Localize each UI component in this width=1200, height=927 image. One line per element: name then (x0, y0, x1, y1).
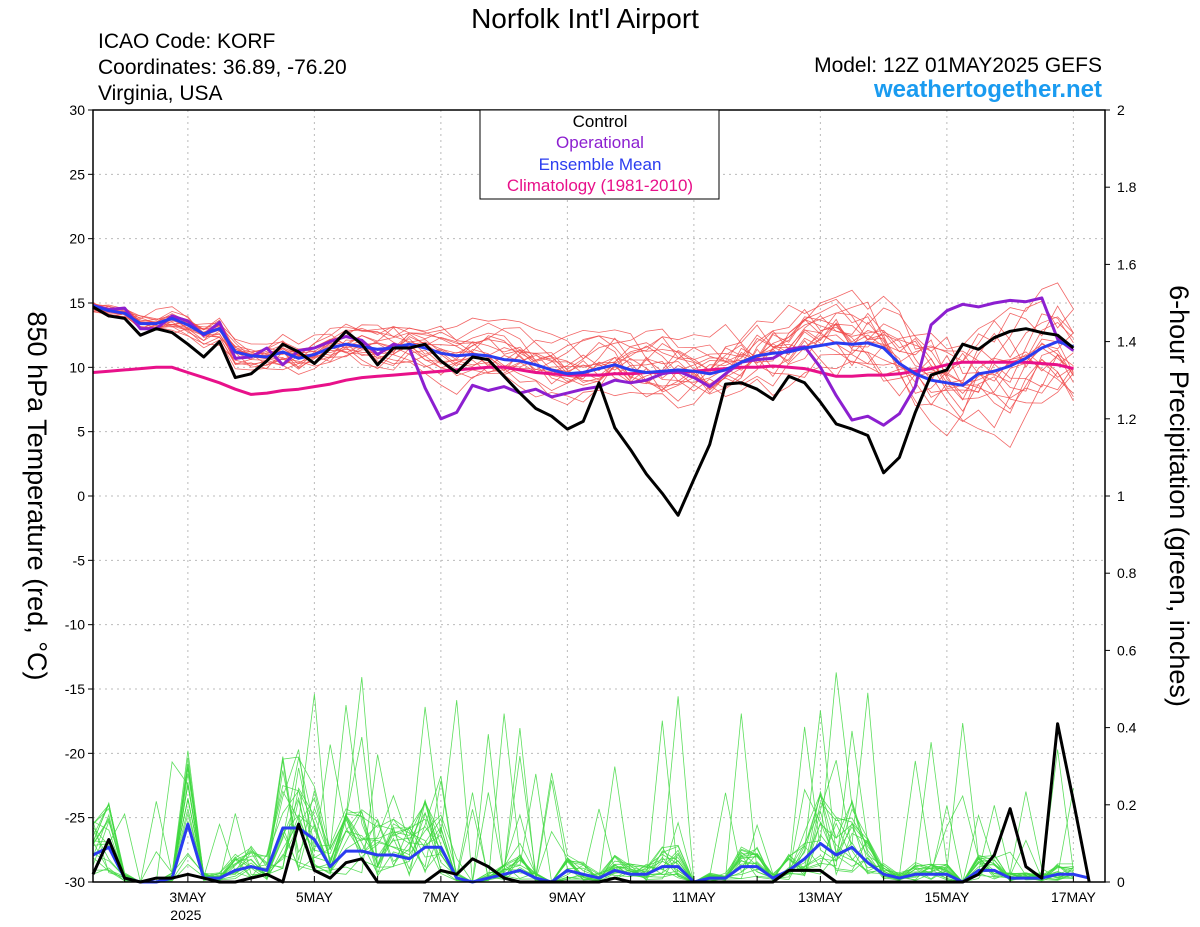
ensemble-mean-temperature-line (92, 304, 1074, 387)
site-link[interactable]: weathertogether.net (873, 76, 1102, 103)
legend-climatology: Climatology (1981-2010) (507, 176, 693, 195)
legend-control: Control (573, 112, 628, 131)
precip-member-line (92, 700, 1074, 883)
x-tick-label: 5MAY (296, 889, 334, 905)
right-tick-label: 1.2 (1117, 411, 1137, 427)
y-axis-right-label: 6-hour Precipitation (green, inches) (1164, 285, 1194, 707)
left-tick-label: -5 (73, 552, 86, 568)
x-tick-label: 9MAY (549, 889, 587, 905)
region: Virginia, USA (98, 82, 223, 105)
x-tick-year: 2025 (170, 907, 201, 923)
y-axis-left-label: 850 hPa Temperature (red, °C) (22, 312, 52, 681)
right-tick-label: 1.8 (1117, 179, 1137, 195)
right-tick-label: 0.2 (1117, 797, 1137, 813)
left-tick-label: 25 (69, 166, 85, 182)
left-tick-label: 30 (69, 102, 85, 118)
axes: 302520151050-5-10-15-20-25-3021.81.61.41… (65, 102, 1137, 923)
left-tick-label: 10 (69, 359, 85, 375)
x-tick-label: 3MAY (169, 889, 207, 905)
left-tick-label: -15 (65, 681, 85, 697)
right-tick-label: 1.4 (1117, 334, 1137, 350)
right-tick-label: 0.8 (1117, 565, 1137, 581)
right-tick-label: 1 (1117, 488, 1125, 504)
left-tick-label: 5 (77, 424, 85, 440)
right-tick-label: 0.4 (1117, 720, 1137, 736)
right-tick-label: 0.6 (1117, 642, 1137, 658)
model-run: Model: 12Z 01MAY2025 GEFS (814, 54, 1102, 77)
right-tick-label: 2 (1117, 102, 1125, 118)
x-tick-label: 11MAY (672, 889, 716, 905)
coordinates: Coordinates: 36.89, -76.20 (98, 56, 347, 79)
x-tick-label: 17MAY (1051, 889, 1097, 905)
x-tick-label: 15MAY (924, 889, 970, 905)
ensemble-mean-precipitation-line (92, 822, 1090, 884)
operational-temperature-line (92, 296, 1075, 427)
legend-operational: Operational (556, 133, 644, 152)
right-tick-label: 0 (1117, 874, 1125, 890)
temp-member-line (92, 308, 1074, 394)
icao-code: ICAO Code: KORF (98, 30, 275, 53)
left-tick-label: 20 (69, 231, 85, 247)
legend-ensemble-mean: Ensemble Mean (539, 155, 662, 174)
legend: Control Operational Ensemble Mean Climat… (479, 109, 720, 200)
chart-title: Norfolk Int'l Airport (471, 3, 699, 34)
right-tick-label: 1.6 (1117, 256, 1137, 272)
precip-member-line (92, 727, 1074, 883)
temp-member-line (92, 301, 1074, 437)
left-tick-label: 15 (69, 295, 85, 311)
legend-box (479, 109, 720, 200)
left-tick-label: -25 (65, 810, 85, 826)
x-tick-label: 13MAY (798, 889, 844, 905)
control-temperature-line (92, 305, 1075, 517)
left-tick-label: -10 (65, 617, 85, 633)
left-tick-label: 0 (77, 488, 85, 504)
left-tick-label: -30 (65, 874, 85, 890)
left-tick-label: -20 (65, 745, 85, 761)
x-tick-label: 7MAY (422, 889, 460, 905)
precip-member-line (92, 720, 1074, 883)
